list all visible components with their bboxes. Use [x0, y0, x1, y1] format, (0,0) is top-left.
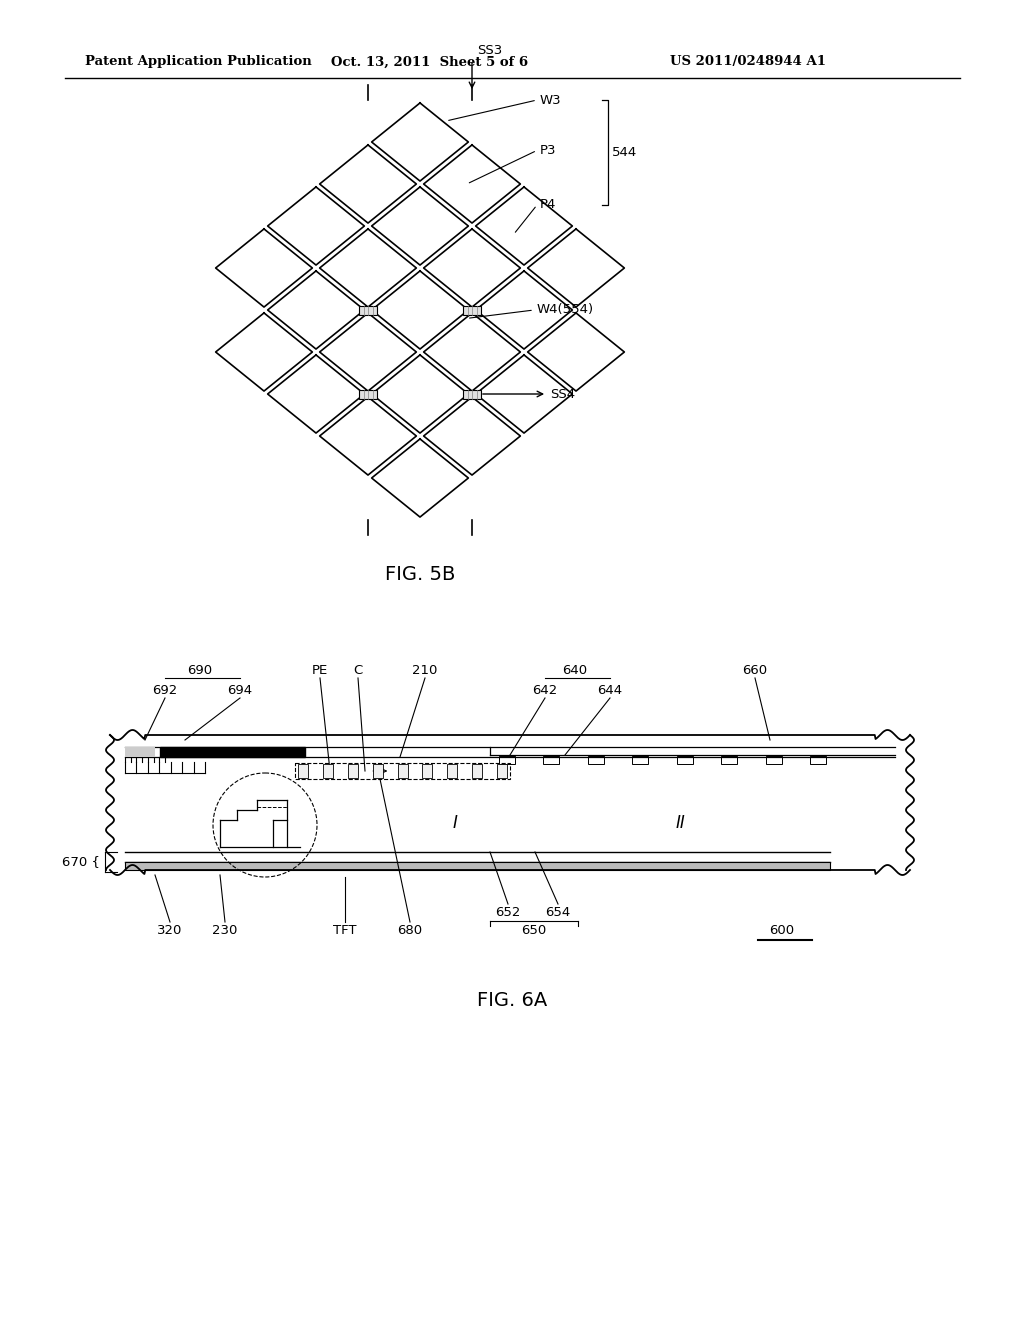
Bar — [422, 764, 432, 777]
Text: 692: 692 — [153, 684, 177, 697]
Text: II: II — [675, 813, 685, 832]
Text: 230: 230 — [212, 924, 238, 936]
Text: 694: 694 — [227, 684, 253, 697]
Text: 544: 544 — [612, 147, 637, 158]
Bar — [323, 764, 333, 777]
Text: P3: P3 — [540, 144, 556, 157]
Text: 670 {: 670 { — [62, 855, 100, 869]
Text: US 2011/0248944 A1: US 2011/0248944 A1 — [670, 55, 826, 69]
Polygon shape — [372, 187, 468, 265]
Text: FIG. 6A: FIG. 6A — [477, 990, 547, 1010]
Polygon shape — [527, 228, 625, 308]
Text: I: I — [453, 813, 458, 832]
Text: 210: 210 — [413, 664, 437, 676]
Polygon shape — [319, 397, 417, 475]
Text: 644: 644 — [597, 684, 623, 697]
Text: 660: 660 — [742, 664, 768, 676]
Text: 600: 600 — [769, 924, 795, 936]
Polygon shape — [424, 397, 520, 475]
Bar — [397, 764, 408, 777]
Text: C: C — [353, 664, 362, 676]
Text: 650: 650 — [521, 924, 547, 936]
Polygon shape — [424, 313, 520, 391]
Bar — [298, 764, 308, 777]
Polygon shape — [267, 355, 365, 433]
Text: SS4: SS4 — [550, 388, 575, 400]
Bar — [544, 756, 559, 764]
Bar — [125, 862, 830, 870]
Text: TFT: TFT — [333, 924, 356, 936]
Polygon shape — [267, 271, 365, 348]
Polygon shape — [424, 145, 520, 223]
Bar — [499, 756, 515, 764]
Text: 654: 654 — [546, 906, 570, 919]
Text: 680: 680 — [397, 924, 423, 936]
Text: Oct. 13, 2011  Sheet 5 of 6: Oct. 13, 2011 Sheet 5 of 6 — [332, 55, 528, 69]
Polygon shape — [475, 355, 572, 433]
Bar — [125, 747, 155, 756]
Polygon shape — [372, 440, 468, 517]
FancyBboxPatch shape — [463, 305, 481, 314]
Polygon shape — [319, 313, 417, 391]
Text: 320: 320 — [158, 924, 182, 936]
FancyBboxPatch shape — [359, 305, 377, 314]
Bar — [588, 756, 604, 764]
Bar — [677, 756, 692, 764]
Text: W3: W3 — [540, 94, 561, 107]
Text: W4(554): W4(554) — [537, 304, 594, 317]
Polygon shape — [216, 228, 312, 308]
Polygon shape — [424, 228, 520, 308]
Bar — [810, 756, 826, 764]
Bar — [373, 764, 383, 777]
Text: 642: 642 — [532, 684, 558, 697]
FancyBboxPatch shape — [359, 389, 377, 399]
Polygon shape — [527, 313, 625, 391]
Bar — [497, 764, 507, 777]
Bar — [632, 756, 648, 764]
Text: 652: 652 — [496, 906, 520, 919]
Bar — [721, 756, 737, 764]
Polygon shape — [216, 313, 312, 391]
Bar — [766, 756, 781, 764]
Text: Patent Application Publication: Patent Application Publication — [85, 55, 311, 69]
Polygon shape — [372, 103, 468, 181]
Bar — [447, 764, 458, 777]
Text: SS3: SS3 — [477, 44, 502, 57]
Polygon shape — [319, 145, 417, 223]
Text: FIG. 5B: FIG. 5B — [385, 565, 456, 585]
Bar — [348, 764, 357, 777]
Bar — [472, 764, 482, 777]
FancyBboxPatch shape — [463, 389, 481, 399]
Text: 690: 690 — [187, 664, 213, 676]
Text: P4: P4 — [540, 198, 556, 211]
Text: 640: 640 — [562, 664, 588, 676]
Text: PE: PE — [312, 664, 328, 676]
Polygon shape — [267, 187, 365, 265]
Polygon shape — [372, 271, 468, 348]
Polygon shape — [319, 228, 417, 308]
Bar — [160, 747, 305, 756]
Polygon shape — [475, 187, 572, 265]
Polygon shape — [475, 271, 572, 348]
Polygon shape — [372, 355, 468, 433]
